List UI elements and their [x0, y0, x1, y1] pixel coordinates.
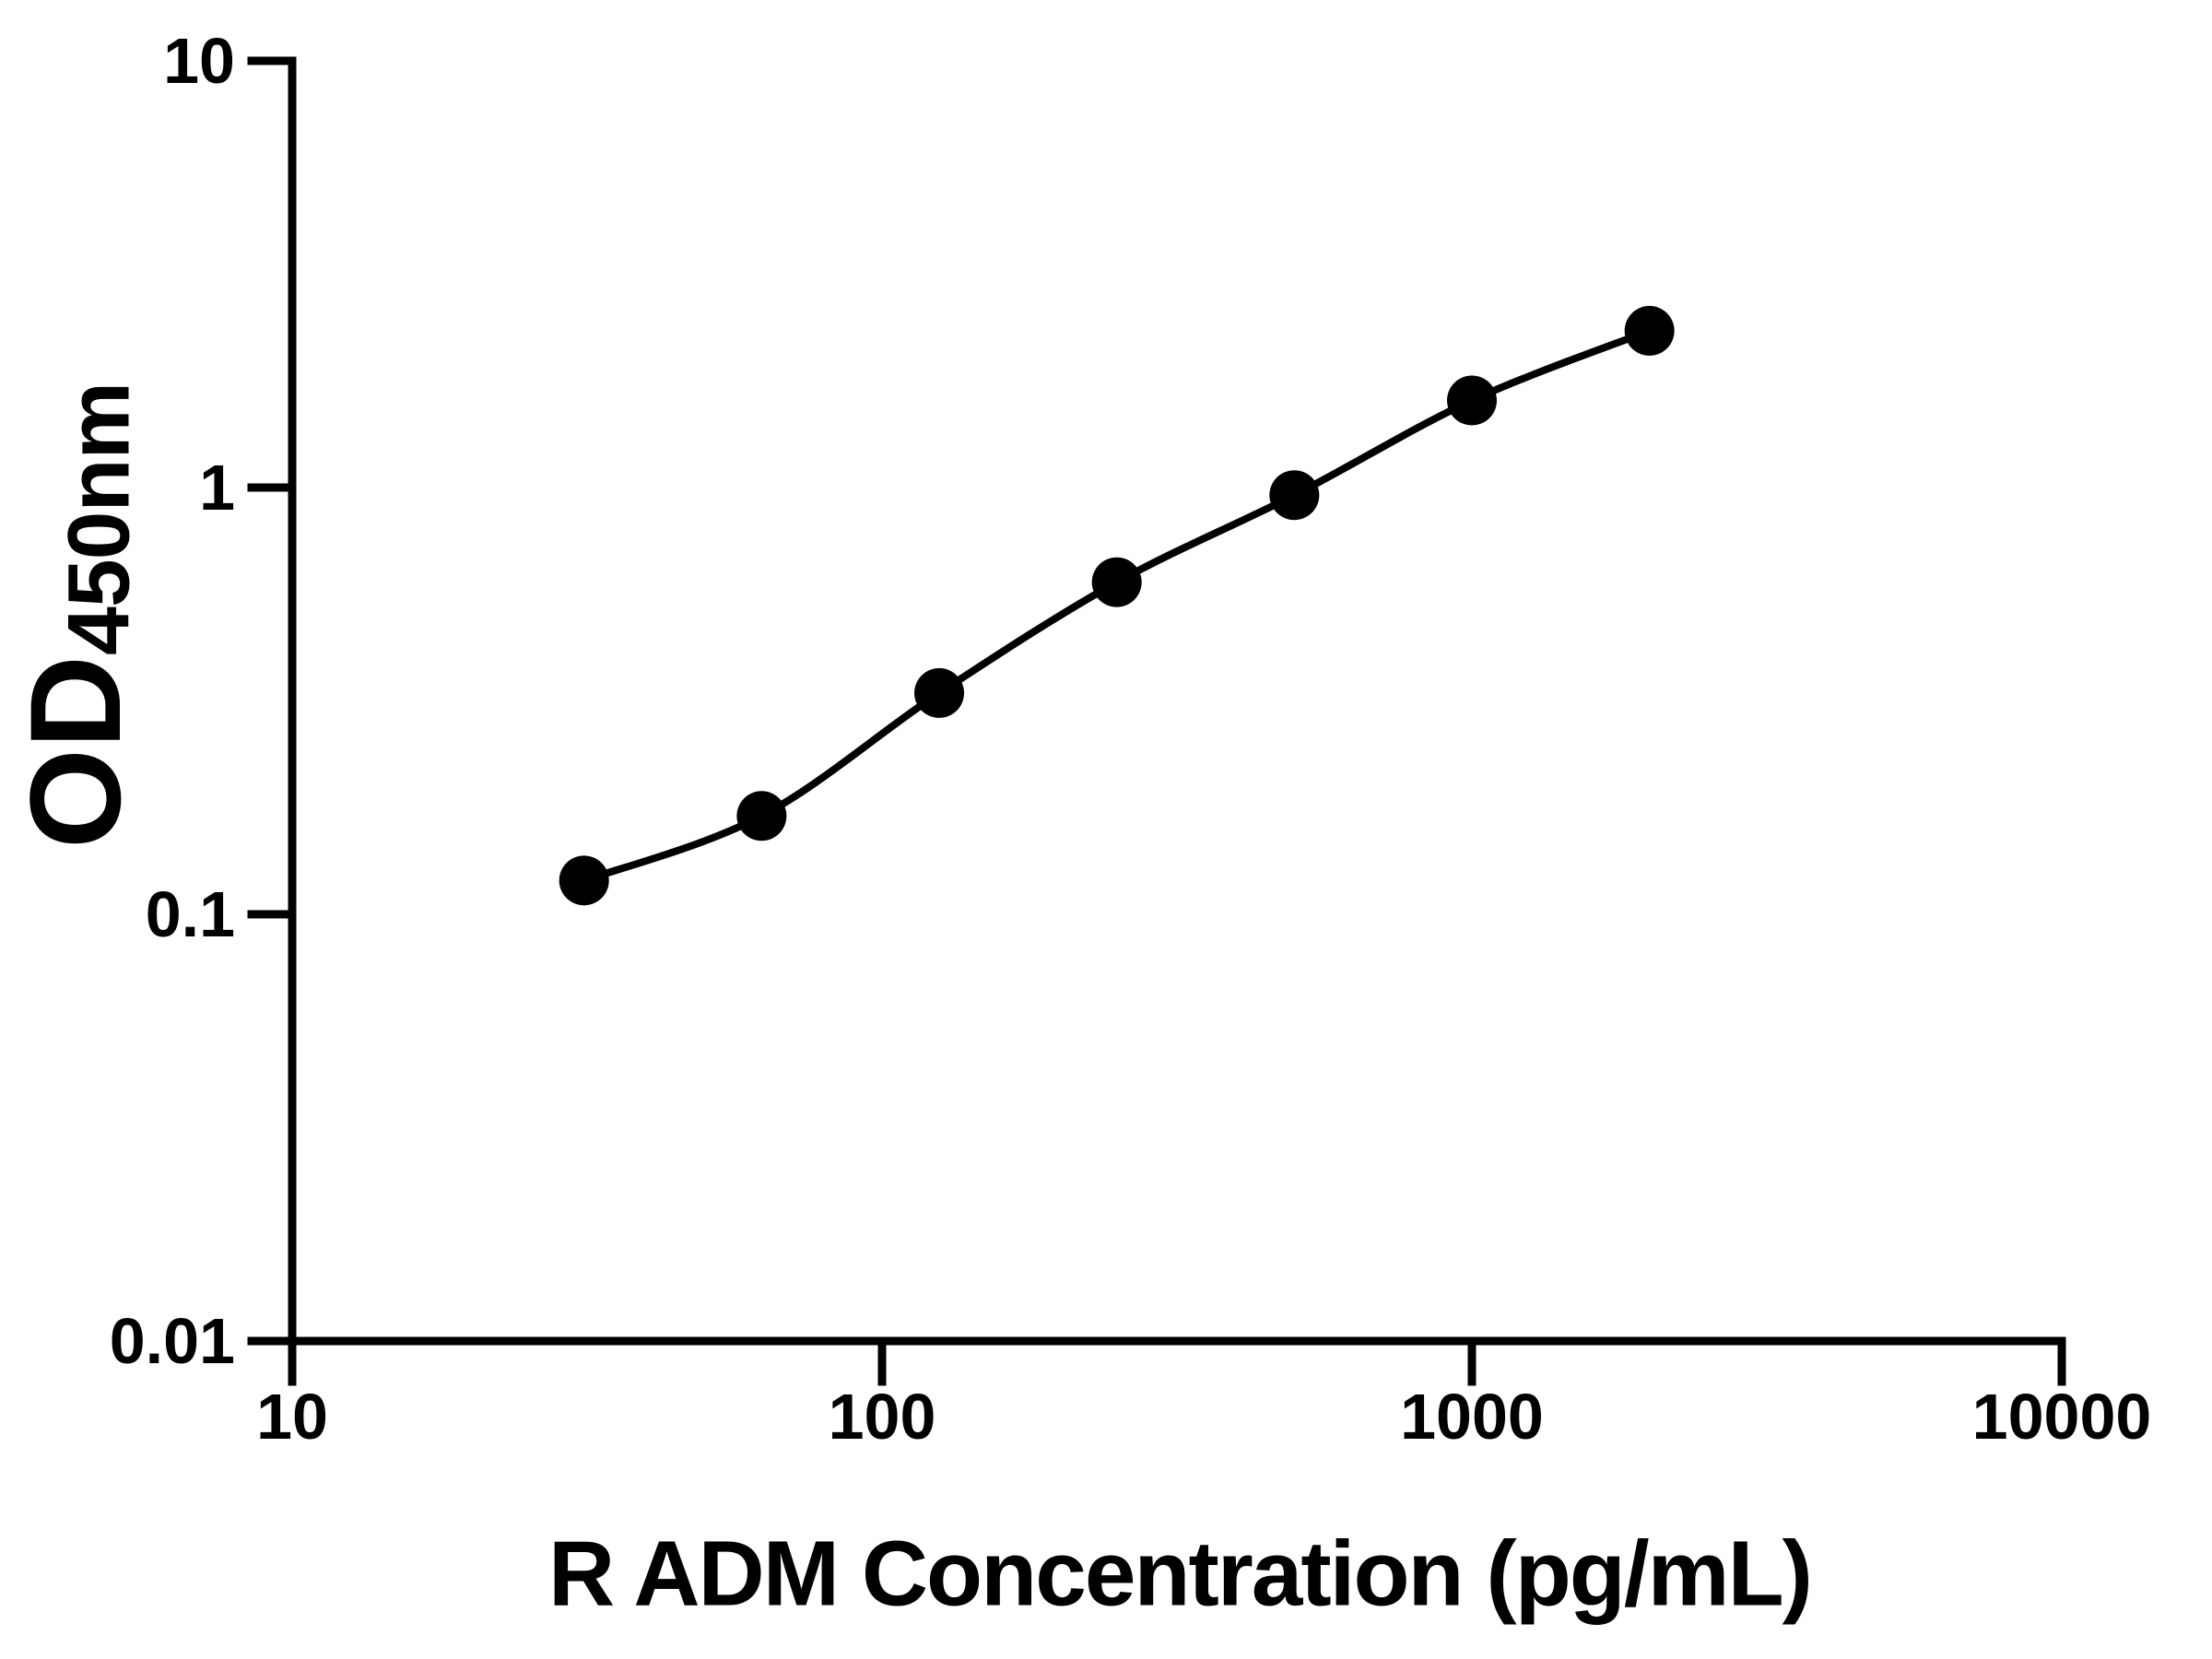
y-tick-label: 0.1 — [146, 878, 235, 950]
y-axis-title: OD450nm — [1, 382, 150, 849]
x-axis-title: R ADM Concentration (pg/mL) — [548, 1522, 1813, 1626]
y-axis-title-subscript: 450nm — [50, 382, 148, 656]
y-tick-label: 1 — [199, 452, 235, 524]
y-axis-title-main: OD — [3, 655, 147, 850]
x-tick-label: 1000 — [1400, 1381, 1544, 1453]
data-point — [914, 667, 965, 718]
y-tick-label: 0.01 — [110, 1305, 235, 1377]
data-point — [559, 855, 609, 906]
data-point — [1091, 557, 1142, 607]
data-point — [1447, 375, 1497, 426]
x-tick-label: 10000 — [1972, 1381, 2152, 1453]
data-point — [736, 791, 787, 841]
x-tick-label: 10 — [256, 1381, 328, 1453]
data-point — [1624, 305, 1675, 356]
y-tick-label: 10 — [163, 25, 235, 97]
x-tick-label: 100 — [829, 1381, 936, 1453]
data-point — [1269, 470, 1320, 521]
